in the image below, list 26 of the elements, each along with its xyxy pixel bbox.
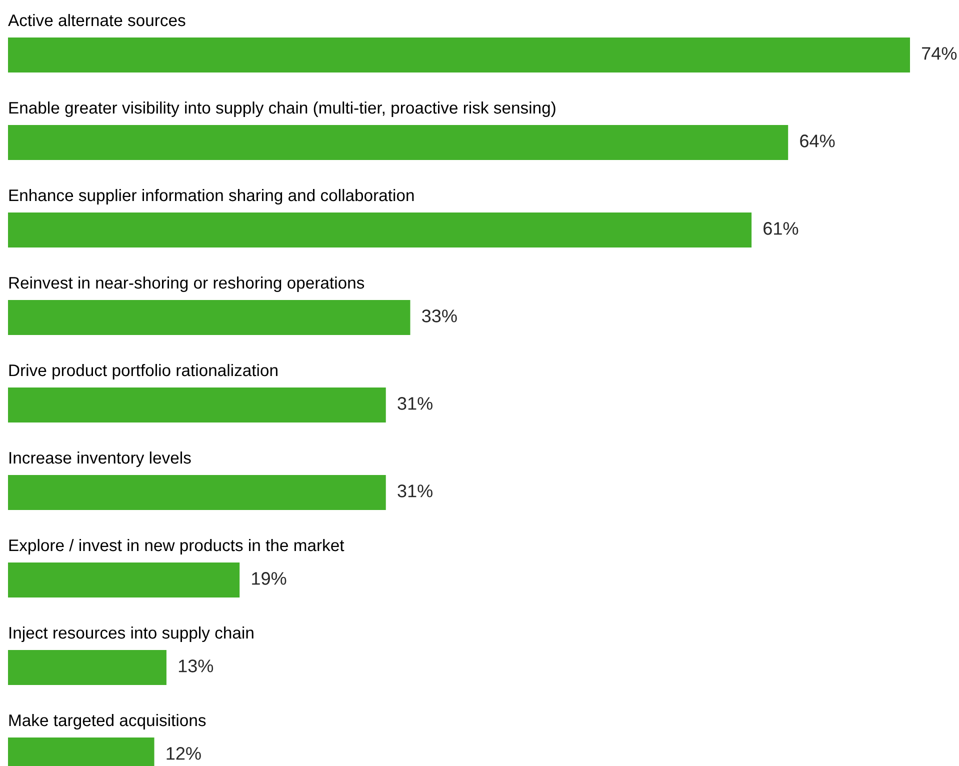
y-tick-label: Inject resources into supply chain [10, 626, 254, 642]
data-label: 61% [764, 222, 798, 235]
data-label: 31% [398, 484, 432, 498]
data-label: 13% [178, 660, 214, 672]
data-label: 12% [166, 747, 201, 760]
data-label: 19% [252, 572, 286, 585]
y-tick-label: Increase inventory levels [10, 451, 191, 468]
y-tick-label: Enable greater visibility into supply chain (multi-tier, proactive risk sensing) [9, 101, 556, 118]
bar [8, 300, 410, 335]
bar [8, 475, 386, 510]
y-tick-label: Make targeted acquisitions [9, 714, 206, 730]
data-label: 64% [800, 134, 835, 148]
y-tick-label: Active alternate sources [8, 14, 186, 26]
bar [8, 125, 788, 160]
y-tick-label: Drive product portfolio rationalization [9, 364, 278, 380]
bar [8, 562, 240, 598]
y-tick-label: Explore / invest in new products in the market [9, 538, 344, 555]
data-label: 31% [398, 397, 432, 410]
y-tick-label: Reinvest in near-shoring or reshoring operations [9, 276, 364, 292]
bar [8, 38, 910, 72]
bar [8, 388, 386, 422]
bar [8, 212, 752, 248]
data-label: 74% [922, 47, 957, 60]
data-label: 33% [422, 310, 457, 322]
bar [8, 650, 166, 685]
y-tick-label: Enhance supplier information sharing and collaboration [9, 188, 414, 205]
